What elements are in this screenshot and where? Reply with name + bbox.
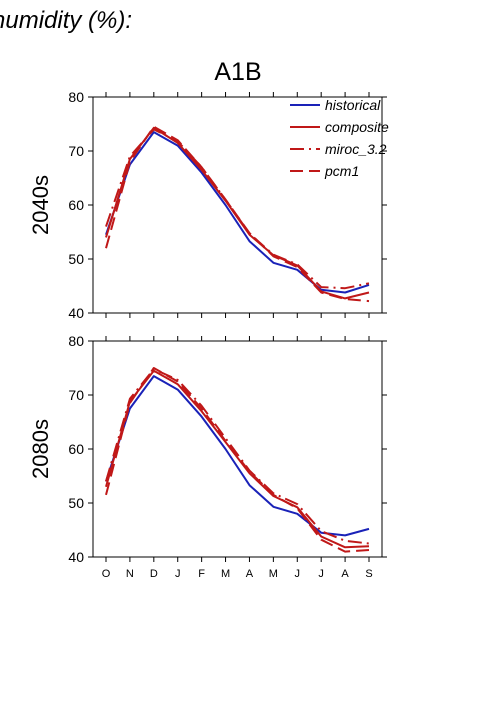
scenario-title: A1B	[214, 58, 261, 86]
y-tick-label: 40	[68, 305, 84, 321]
x-tick-label: O	[102, 568, 111, 580]
x-tick-label: N	[126, 568, 134, 580]
y-tick-label: 60	[68, 197, 84, 213]
y-axis: 40 50 60 70 80	[68, 89, 387, 321]
x-tick-label: J	[295, 568, 301, 580]
y-tick-label: 80	[68, 89, 84, 105]
legend-label-pcm1: pcm1	[324, 163, 359, 179]
series-line-composite	[105, 369, 370, 549]
series-line-pcm1	[105, 125, 370, 303]
x-axis	[105, 92, 370, 318]
series-line-historical	[105, 131, 370, 294]
series-lines	[105, 367, 370, 553]
y-tick-label: 50	[68, 251, 84, 267]
y-tick-label: 40	[68, 549, 84, 565]
x-tick-label: S	[365, 568, 372, 580]
x-tick-label: M	[269, 568, 278, 580]
series-line-pcm1	[105, 367, 370, 553]
x-tick-label: F	[198, 568, 205, 580]
legend-label-miroc-3-2: miroc_3.2	[325, 141, 387, 157]
y-tick-label: 60	[68, 441, 84, 457]
y-axis: 40 50 60 70 80	[68, 333, 387, 565]
x-tick-label: J	[175, 568, 181, 580]
series-lines	[105, 125, 370, 303]
x-tick-label: A	[341, 568, 349, 580]
x-tick-label: D	[150, 568, 158, 580]
row-label: 2040s	[28, 175, 53, 235]
series-line-miroc-3-2	[105, 368, 370, 545]
panel-2080s: 2080s 40 50 60 70 80 O N D J F M A M J J A S	[28, 333, 387, 580]
y-tick-label: 50	[68, 495, 84, 511]
x-tick-label: A	[246, 568, 254, 580]
legend-label-composite: composite	[325, 119, 389, 135]
y-tick-label: 70	[68, 387, 84, 403]
chart-heading: humidity (%):	[0, 7, 132, 34]
y-tick-label: 70	[68, 143, 84, 159]
x-tick-label: M	[221, 568, 230, 580]
y-tick-label: 80	[68, 333, 84, 349]
legend: historical composite miroc_3.2 pcm1	[290, 97, 389, 179]
row-label: 2080s	[28, 419, 53, 479]
plot-frame	[92, 340, 383, 558]
panel-2040s: 2040s 40 50 60 70 80 historical composite miro…	[28, 89, 389, 321]
legend-label-historical: historical	[325, 97, 381, 113]
x-tick-label: J	[318, 568, 324, 580]
